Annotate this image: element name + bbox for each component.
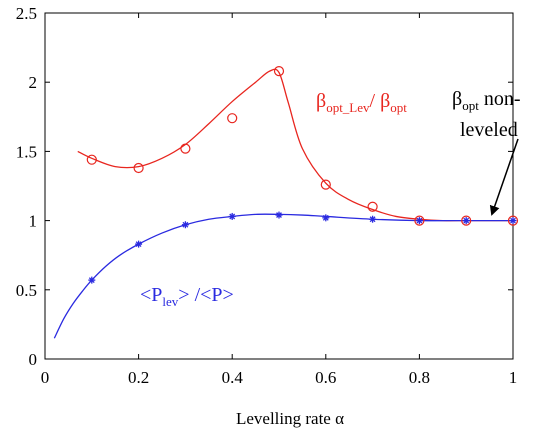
y-tick-label: 1 [29,212,38,231]
star-stroke [135,241,142,248]
series-1-point [88,276,96,284]
series-1-point [509,217,517,225]
markers [86,66,519,284]
red-series-label: βopt_Lev/ βopt [316,90,407,115]
series-0-point [227,113,238,124]
series-1-point [369,215,377,223]
x-tick-label: 0.4 [222,368,244,387]
star-stroke [229,213,236,220]
series-1-line [53,213,513,339]
y-tick-label: 1.5 [16,142,37,161]
series-0-point [133,162,144,174]
x-tick-label: 0.2 [128,368,149,387]
series-1-point [275,211,283,219]
star-stroke [276,212,282,218]
star-stroke [88,277,95,284]
series-1-point [228,212,236,220]
x-tick-label: 1 [509,368,518,387]
series-1-point [462,217,470,225]
series-0-point [86,154,97,165]
arrow-annotation-line2: leveled [460,119,518,141]
y-tick-label: 0.5 [16,281,37,300]
series-1-point [415,217,423,225]
series-1-point [181,221,189,229]
series-0-point [461,215,472,226]
star-stroke [322,214,329,221]
tick-labels: 0 0.2 0.4 0.6 0.8 1 0 0.5 1 1.5 2 2.5 [16,4,518,387]
series-0-point [367,201,378,212]
star-stroke [463,217,470,224]
series-0-point [320,179,331,190]
y-tick-label: 2.5 [16,4,37,23]
star-stroke [510,217,516,224]
star-stroke [369,216,376,223]
series-0-point [180,143,191,154]
annotation-arrow [489,138,519,216]
x-tick-label: 0.8 [409,368,430,387]
series-0-point [273,66,285,77]
blue-series-label: <Plev> /<P> [140,284,234,309]
y-tick-label: 2 [29,73,38,92]
series-1-point [322,214,330,222]
series-0-point [507,215,519,226]
x-tick-label: 0 [41,368,50,387]
plot-frame [44,12,514,360]
axes [44,12,514,360]
star-stroke [416,217,423,224]
arrow-annotation-line1: βopt non- [452,88,520,113]
curves [53,68,513,339]
series-0-line [77,68,513,222]
star-stroke [182,221,189,228]
x-axis-label: Levelling rate α [236,409,344,428]
series-0-point [414,215,425,226]
x-tick-label: 0.6 [315,368,336,387]
series-1-point [135,240,143,248]
y-tick-label: 0 [29,350,38,369]
